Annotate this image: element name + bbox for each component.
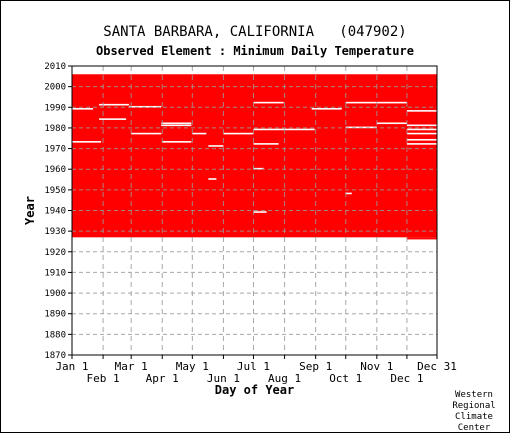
x-tick-label: Apr 1 (146, 372, 179, 385)
credit-line: Regional (452, 401, 496, 411)
y-tick-label: 1890 (44, 310, 66, 320)
x-tick-label: Dec 1 (390, 372, 423, 385)
y-tick-label: 1940 (44, 207, 66, 217)
missing-segment (129, 105, 162, 108)
missing-segment (208, 178, 217, 180)
missing-segment (99, 103, 130, 106)
y-tick-label: 1870 (44, 351, 66, 361)
missing-segment (72, 141, 102, 143)
missing-segment (253, 143, 279, 145)
missing-segment (72, 108, 94, 110)
wrcc-credit: Western Regional Climate Center (444, 390, 504, 434)
missing-segment (406, 124, 437, 127)
missing-segment (253, 211, 267, 213)
x-axis-title: Day of Year (215, 383, 294, 397)
missing-segment (131, 132, 162, 135)
missing-segment (345, 101, 407, 104)
chart-subtitle: Observed Element : Minimum Daily Tempera… (96, 44, 414, 58)
x-tick-label: Nov 1 (360, 360, 393, 373)
x-tick-label: Jul 1 (237, 360, 270, 373)
y-tick-label: 1990 (44, 103, 66, 113)
x-tick-label: Dec 31 (417, 360, 457, 373)
y-tick-label: 1970 (44, 145, 66, 155)
missing-segment (406, 143, 437, 145)
data-layer (72, 74, 437, 240)
missing-segment (406, 128, 437, 131)
missing-segment (208, 145, 224, 147)
missing-segment (253, 167, 264, 170)
y-tick-label: 2000 (44, 83, 66, 93)
missing-segment (253, 128, 315, 131)
y-tick-label: 1960 (44, 165, 66, 175)
missing-segment (406, 138, 437, 141)
missing-segment (253, 101, 284, 104)
missing-segment (345, 192, 352, 195)
missing-segment (311, 108, 342, 110)
missing-segment (162, 141, 192, 143)
missing-segment (223, 132, 254, 135)
x-tick-label: Sep 1 (299, 360, 332, 373)
x-tick-label: Feb 1 (87, 372, 120, 385)
x-tick-label: May 1 (176, 360, 209, 373)
y-tick-label: 2010 (44, 62, 66, 72)
y-tick-label: 1900 (44, 289, 66, 299)
x-tick-label: Jan 1 (55, 360, 88, 373)
missing-segment (161, 122, 192, 125)
y-tick-label: 1930 (44, 227, 66, 237)
x-tick-label: Mar 1 (115, 360, 148, 373)
chart-title: SANTA BARBARA, CALIFORNIA (047902) (103, 24, 407, 40)
x-tick-label: Aug 1 (268, 372, 301, 385)
missing-segment (161, 124, 192, 127)
missing-segment (376, 122, 407, 125)
data-coverage-block (72, 74, 437, 238)
y-axis-title: Year (23, 196, 37, 225)
missing-segment (99, 118, 127, 120)
missing-segment (345, 126, 377, 129)
missing-segment (406, 132, 437, 135)
credit-line: Climate (455, 412, 493, 422)
axis-layer: 1870 1880 1890 1900 1910 1920 1930 1940 1950 1960… (23, 62, 457, 397)
y-tick-label: 1980 (44, 124, 66, 134)
y-tick-label: 1910 (44, 268, 66, 278)
missing-segment (192, 132, 207, 135)
y-tick-label: 1920 (44, 248, 66, 258)
y-tick-label: 1950 (44, 186, 66, 196)
x-tick-label: Oct 1 (329, 372, 362, 385)
x-tick-label: Jun 1 (207, 372, 240, 385)
data-coverage-extension (406, 237, 437, 240)
credit-line: Center (457, 423, 491, 433)
missing-segment (406, 110, 437, 112)
credit-line: Western (455, 390, 493, 400)
y-tick-label: 1880 (44, 330, 66, 340)
